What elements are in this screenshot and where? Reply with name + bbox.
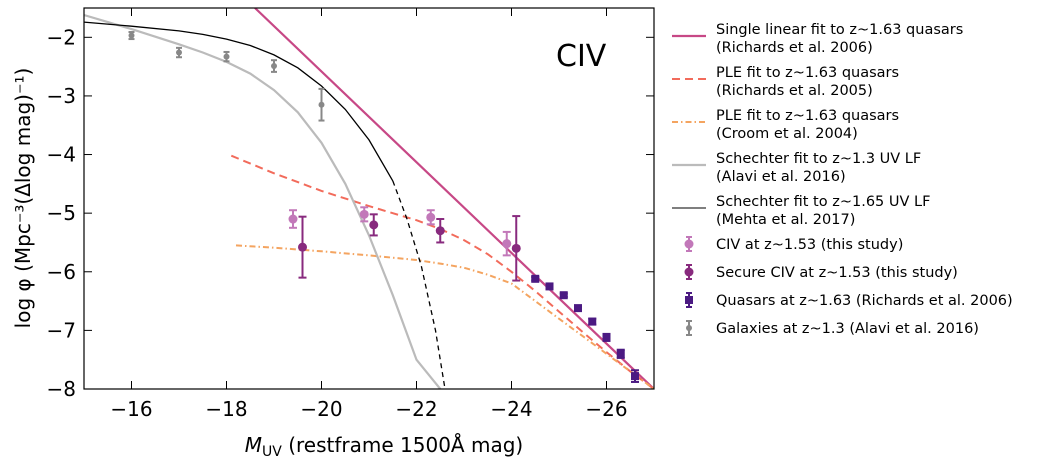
data-point-2-4 — [588, 317, 597, 326]
legend-label-7: Quasars at z~1.63 (Richards et al. 2006) — [716, 293, 1013, 309]
y-tick-label-5: −3 — [47, 84, 76, 108]
legend-marker-7 — [685, 296, 693, 304]
x-tick-label-3: −22 — [395, 397, 437, 421]
plot-frame — [83, 7, 655, 390]
data-point-0-3 — [502, 239, 512, 249]
chart-annotation: CIV — [556, 39, 607, 74]
data-point-3-0 — [128, 32, 135, 39]
x-axis-label-sub: UV — [262, 444, 282, 460]
data-point-2-5 — [602, 333, 611, 342]
x-axis-label: MUV (restframe 1500Å mag) — [245, 433, 523, 460]
series-line-0 — [254, 8, 654, 389]
y-tick-label-1: −7 — [47, 318, 76, 342]
data-point-3-3 — [271, 63, 277, 70]
data-point-1-0 — [298, 242, 307, 252]
data-point-1-3 — [511, 243, 521, 253]
data-point-1-2 — [435, 226, 445, 236]
data-point-0-0 — [288, 214, 298, 224]
x-axis-label-text: MUV (restframe 1500Å mag) — [245, 433, 523, 460]
legend-label-2: PLE fit to z~1.63 quasars — [716, 108, 899, 124]
legend-sublabel-3: (Alavi et al. 2016) — [716, 169, 846, 185]
legend: Single linear fit to z~1.63 quasars (Rich… — [672, 22, 1013, 337]
x-tick-label-5: −26 — [585, 397, 627, 421]
data-point-0-1 — [359, 209, 369, 219]
y-tick-label-0: −8 — [47, 377, 76, 401]
x-tick-label-1: −18 — [205, 397, 247, 421]
legend-sublabel-4: (Mehta et al. 2017) — [716, 212, 855, 228]
series-line-3 — [84, 13, 442, 389]
x-tick-label-4: −24 — [490, 397, 532, 421]
x-tick-label-0: −16 — [110, 397, 152, 421]
data-point-1-1 — [369, 220, 379, 230]
legend-sublabel-0: (Richards et al. 2006) — [716, 40, 873, 56]
axes: −16 −18 −20 −22 −24 −26 −8 −7 −6 −5 −4 −3 −2 — [47, 8, 654, 421]
data-point-2-2 — [559, 291, 568, 300]
y-tick-label-2: −6 — [47, 260, 76, 284]
series-line-2 — [235, 244, 654, 389]
data-point-3-1 — [176, 49, 182, 56]
x-axis-label-main: M — [245, 433, 262, 457]
data-point-3-2 — [223, 53, 230, 60]
legend-label-4: Schechter fit to z~1.65 UV LF — [716, 194, 930, 210]
legend-label-1: PLE fit to z~1.63 quasars — [716, 65, 899, 81]
legend-label-8: Galaxies at z~1.3 (Alavi et al. 2016) — [716, 321, 979, 337]
legend-marker-5 — [684, 239, 694, 249]
data-point-3-4 — [318, 101, 325, 108]
y-axis-label: log φ (Mpc⁻³(Δlog mag)⁻¹) — [11, 68, 35, 329]
data-point-2-0 — [531, 274, 540, 283]
data-point-2-6 — [616, 349, 625, 358]
y-tick-label-3: −5 — [47, 201, 76, 225]
data-point-2-3 — [574, 304, 582, 313]
legend-label-5: CIV at z~1.53 (this study) — [716, 237, 903, 253]
series-line-5 — [392, 180, 446, 389]
legend-label-3: Schechter fit to z~1.3 UV LF — [716, 151, 921, 167]
series-line-4 — [84, 21, 394, 182]
data-point-2-7 — [631, 372, 639, 381]
x-axis-label-rest: (restframe 1500Å mag) — [282, 433, 523, 457]
data-point-0-2 — [426, 212, 436, 222]
series-line-1 — [230, 154, 654, 389]
legend-label-6: Secure CIV at z~1.53 (this study) — [716, 265, 958, 281]
plot-series — [84, 8, 654, 389]
legend-sublabel-1: (Richards et al. 2005) — [716, 83, 873, 99]
data-point-2-1 — [545, 282, 554, 291]
legend-sublabel-2: (Croom et al. 2004) — [716, 126, 858, 142]
x-tick-label-2: −20 — [300, 397, 342, 421]
legend-marker-6 — [684, 267, 694, 277]
legend-marker-8 — [686, 325, 692, 331]
y-tick-label-4: −4 — [47, 143, 76, 167]
legend-label-0: Single linear fit to z~1.63 quasars — [716, 22, 963, 38]
y-tick-label-6: −2 — [47, 25, 76, 49]
